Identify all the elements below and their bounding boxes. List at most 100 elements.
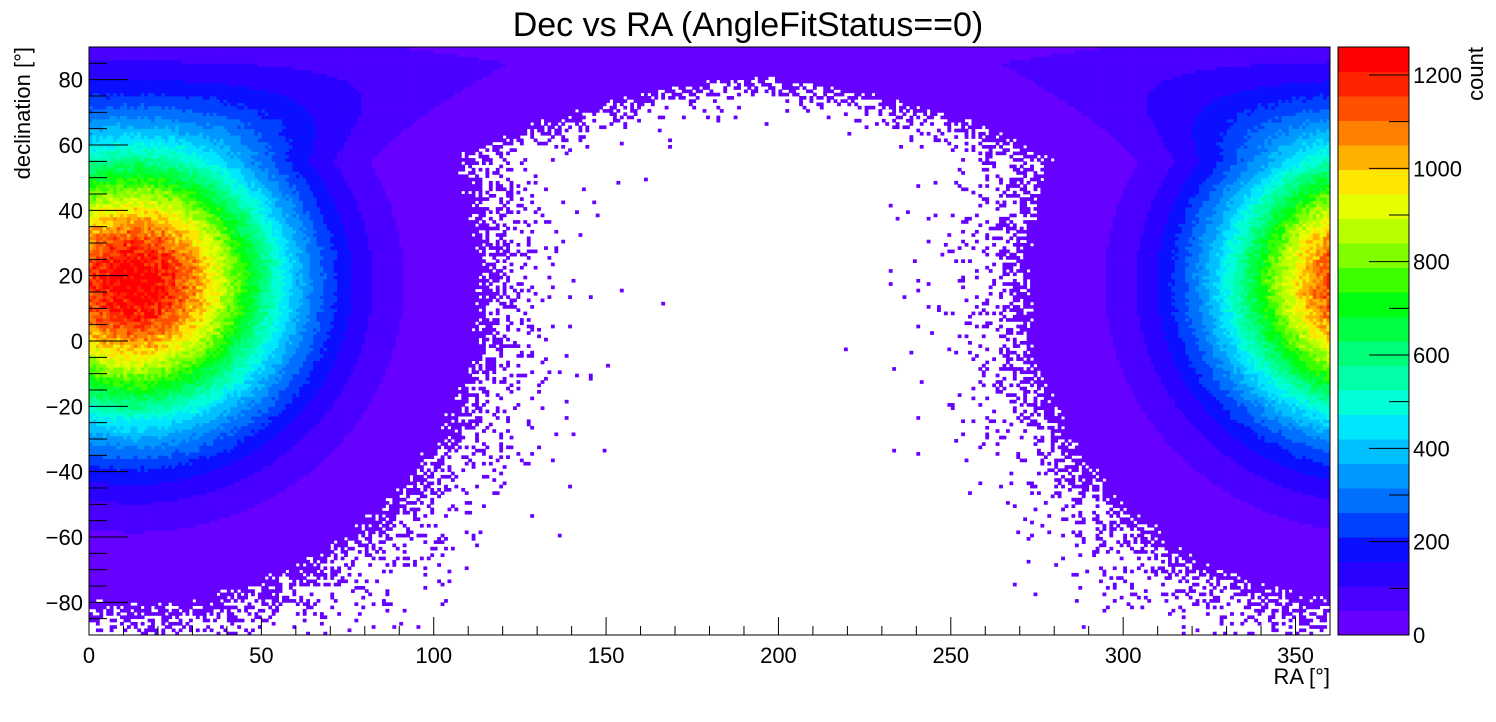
heatmap-bin (106, 563, 110, 567)
heatmap-bin (192, 550, 196, 554)
heatmap-bin (1306, 550, 1310, 554)
heatmap-bin (282, 599, 286, 603)
heatmap-bin (1202, 534, 1206, 538)
heatmap-bin (1261, 553, 1265, 557)
heatmap-bin (1230, 511, 1234, 515)
heatmap-bin (330, 576, 334, 580)
heatmap-bin (292, 540, 296, 544)
heatmap-bin (123, 511, 127, 515)
heatmap-bin (1102, 527, 1106, 531)
heatmap-bin (289, 511, 293, 515)
heatmap-bin (1233, 511, 1237, 515)
heatmap-bin (155, 553, 159, 557)
heatmap-bin (1223, 560, 1227, 564)
heatmap-bin (1161, 527, 1165, 531)
heatmap-bin (179, 524, 183, 528)
heatmap-bin (1309, 530, 1313, 534)
heatmap-bin (254, 570, 258, 574)
heatmap-bin (1306, 573, 1310, 577)
heatmap-bin (1261, 560, 1265, 564)
heatmap-bin (385, 593, 389, 597)
heatmap-bin (186, 524, 190, 528)
heatmap-bin (165, 609, 169, 613)
heatmap-bin (244, 593, 248, 597)
heatmap-bin (123, 527, 127, 531)
heatmap-bin (292, 524, 296, 528)
heatmap-bin (317, 540, 321, 544)
heatmap-bin (1299, 527, 1303, 531)
heatmap-bin (1075, 544, 1079, 548)
heatmap-bin (1309, 521, 1313, 525)
heatmap-bin (161, 589, 165, 593)
heatmap-bin (368, 511, 372, 515)
heatmap-bin (1216, 560, 1220, 564)
heatmap-bin (272, 544, 276, 548)
heatmap-bin (189, 530, 193, 534)
heatmap-bin (1292, 593, 1296, 597)
heatmap-bin (141, 583, 145, 587)
heatmap-bin (144, 550, 148, 554)
heatmap-bin (196, 589, 200, 593)
heatmap-bin (1285, 524, 1289, 528)
heatmap-bin (99, 530, 103, 534)
heatmap-bin (1302, 583, 1306, 587)
heatmap-bin (1178, 524, 1182, 528)
heatmap-bin (265, 521, 269, 525)
heatmap-bin (213, 537, 217, 541)
heatmap-bin (248, 563, 252, 567)
heatmap-bin (448, 508, 452, 512)
heatmap-bin (120, 563, 124, 567)
heatmap-bin (120, 504, 124, 508)
heatmap-bin (203, 609, 207, 613)
heatmap-bin (1285, 521, 1289, 525)
heatmap-bin (389, 537, 393, 541)
heatmap-bin (430, 553, 434, 557)
heatmap-bin (1320, 508, 1324, 512)
heatmap-bin (1182, 514, 1186, 518)
heatmap-bin (1261, 586, 1265, 590)
heatmap-bin (241, 599, 245, 603)
heatmap-bin (182, 544, 186, 548)
heatmap-bin (1140, 550, 1144, 554)
heatmap-bin (1278, 524, 1282, 528)
heatmap-bin (1306, 514, 1310, 518)
heatmap-bin (141, 563, 145, 567)
heatmap-bin (1244, 586, 1248, 590)
heatmap-bin (213, 534, 217, 538)
heatmap-bin (1289, 550, 1293, 554)
heatmap-bin (237, 596, 241, 600)
heatmap-bin (1268, 599, 1272, 603)
heatmap-bin (451, 547, 455, 551)
heatmap-bin (1209, 583, 1213, 587)
heatmap-bin (244, 511, 248, 515)
heatmap-bin (248, 521, 252, 525)
heatmap-bin (248, 530, 252, 534)
heatmap-bin (285, 544, 289, 548)
heatmap-bin (148, 593, 152, 597)
heatmap-bin (168, 537, 172, 541)
heatmap-bin (1292, 544, 1296, 548)
heatmap-bin (472, 534, 476, 538)
heatmap-bin (1237, 547, 1241, 551)
heatmap-bin (92, 589, 96, 593)
heatmap-bin (1240, 550, 1244, 554)
heatmap-bin (196, 530, 200, 534)
heatmap-bin (210, 534, 214, 538)
heatmap-bin (1268, 514, 1272, 518)
heatmap-bin (213, 527, 217, 531)
heatmap-bin (1292, 560, 1296, 564)
heatmap-bin (1265, 570, 1269, 574)
heatmap-bin (1316, 530, 1320, 534)
heatmap-bin (1016, 530, 1020, 534)
heatmap-bin (99, 573, 103, 577)
heatmap-bin (1102, 570, 1106, 574)
heatmap-bin (130, 550, 134, 554)
heatmap-bin (1323, 573, 1327, 577)
heatmap-bin (279, 563, 283, 567)
heatmap-bin (206, 540, 210, 544)
heatmap-bin (110, 550, 114, 554)
heatmap-bin (1158, 508, 1162, 512)
heatmap-bin (99, 576, 103, 580)
heatmap-bin (189, 550, 193, 554)
heatmap-bin (272, 530, 276, 534)
